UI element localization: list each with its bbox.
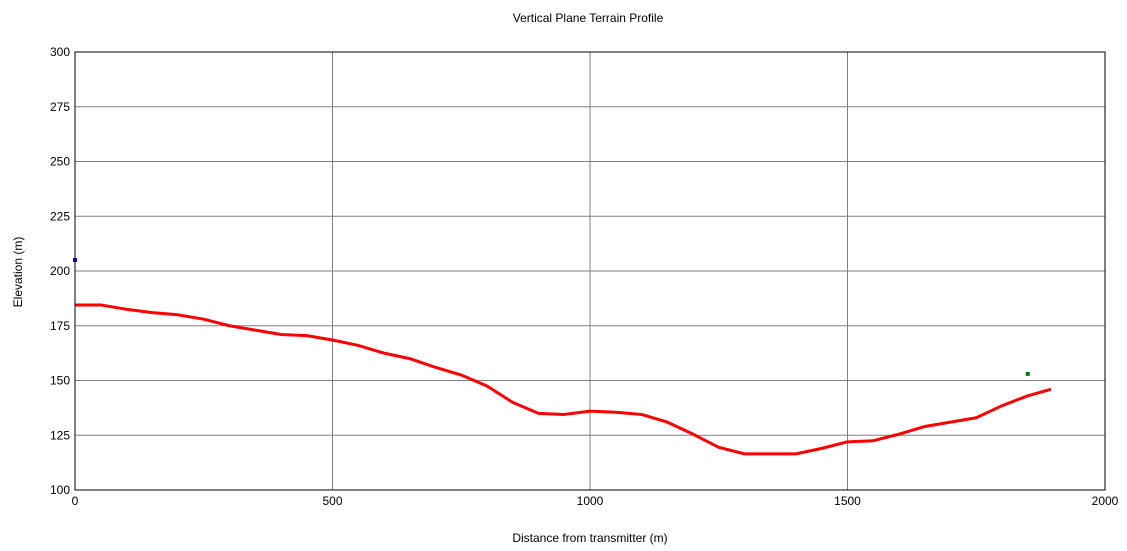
tick-labels: 0 500 1000 1500 2000 100 125 150 175 200 225 250 275…: [50, 45, 1119, 508]
receiver-marker: [1025, 371, 1030, 376]
y-tick-label: 125: [50, 428, 70, 442]
y-tick-label: 150: [50, 374, 70, 388]
y-axis-label: Elevation (m): [11, 237, 25, 308]
y-tick-label: 175: [50, 319, 70, 333]
y-tick-label: 250: [50, 155, 70, 169]
y-tick-label: 225: [50, 209, 70, 223]
x-axis-label: Distance from transmitter (m): [512, 531, 667, 545]
terrain-profile-line: [75, 303, 1052, 456]
x-tick-label: 0: [72, 494, 79, 508]
y-tick-label: 100: [50, 483, 70, 497]
grid: [74, 51, 1106, 491]
y-tick-label: 300: [50, 45, 70, 59]
y-tick-label: 200: [50, 264, 70, 278]
x-tick-label: 2000: [1092, 494, 1119, 508]
series-layer: [75, 303, 1052, 456]
marker-layer: [73, 258, 1030, 376]
x-tick-label: 1000: [577, 494, 604, 508]
plot-frame: [74, 51, 1106, 491]
y-tick-label: 275: [50, 100, 70, 114]
x-tick-label: 1500: [834, 494, 861, 508]
chart-title: Vertical Plane Terrain Profile: [513, 11, 664, 25]
x-tick-label: 500: [322, 494, 342, 508]
